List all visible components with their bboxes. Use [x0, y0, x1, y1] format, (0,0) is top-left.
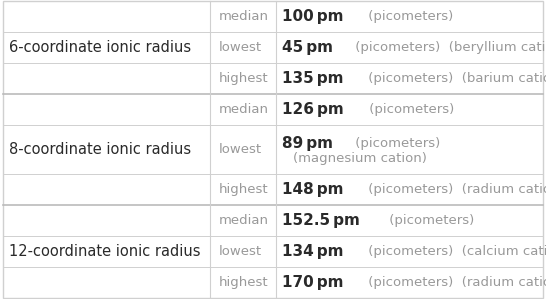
Text: (picometers): (picometers) — [351, 137, 440, 150]
Text: lowest: lowest — [218, 143, 262, 156]
Text: (magnesium cation): (magnesium cation) — [293, 152, 427, 165]
Text: 45 pm: 45 pm — [282, 40, 333, 56]
Text: (picometers): (picometers) — [385, 213, 474, 227]
Text: (picometers)  (radium cation): (picometers) (radium cation) — [364, 182, 546, 196]
Text: 170 pm: 170 pm — [282, 274, 344, 289]
Text: lowest: lowest — [218, 42, 262, 54]
Text: 12-coordinate ionic radius: 12-coordinate ionic radius — [9, 243, 201, 259]
Text: (picometers)  (beryllium cation): (picometers) (beryllium cation) — [351, 42, 546, 54]
Text: (picometers): (picometers) — [364, 10, 454, 24]
Text: median: median — [218, 103, 269, 117]
Text: (picometers)  (radium cation): (picometers) (radium cation) — [364, 275, 546, 289]
Text: 100 pm: 100 pm — [282, 10, 344, 25]
Text: 134 pm: 134 pm — [282, 243, 344, 259]
Text: 89 pm: 89 pm — [282, 136, 333, 151]
Text: (picometers)  (calcium cation): (picometers) (calcium cation) — [364, 245, 546, 257]
Text: 148 pm: 148 pm — [282, 181, 344, 196]
Text: 152.5 pm: 152.5 pm — [282, 213, 360, 228]
Text: 126 pm: 126 pm — [282, 103, 344, 118]
Text: median: median — [218, 10, 269, 24]
Text: highest: highest — [218, 182, 268, 196]
Text: (picometers): (picometers) — [365, 103, 454, 117]
Text: 8-coordinate ionic radius: 8-coordinate ionic radius — [9, 142, 192, 157]
Text: median: median — [218, 213, 269, 227]
Text: highest: highest — [218, 72, 268, 86]
Text: 135 pm: 135 pm — [282, 71, 344, 86]
Text: (picometers)  (barium cation): (picometers) (barium cation) — [364, 72, 546, 86]
Text: 6-coordinate ionic radius: 6-coordinate ionic radius — [9, 40, 192, 56]
Text: lowest: lowest — [218, 245, 262, 257]
Text: highest: highest — [218, 275, 268, 289]
